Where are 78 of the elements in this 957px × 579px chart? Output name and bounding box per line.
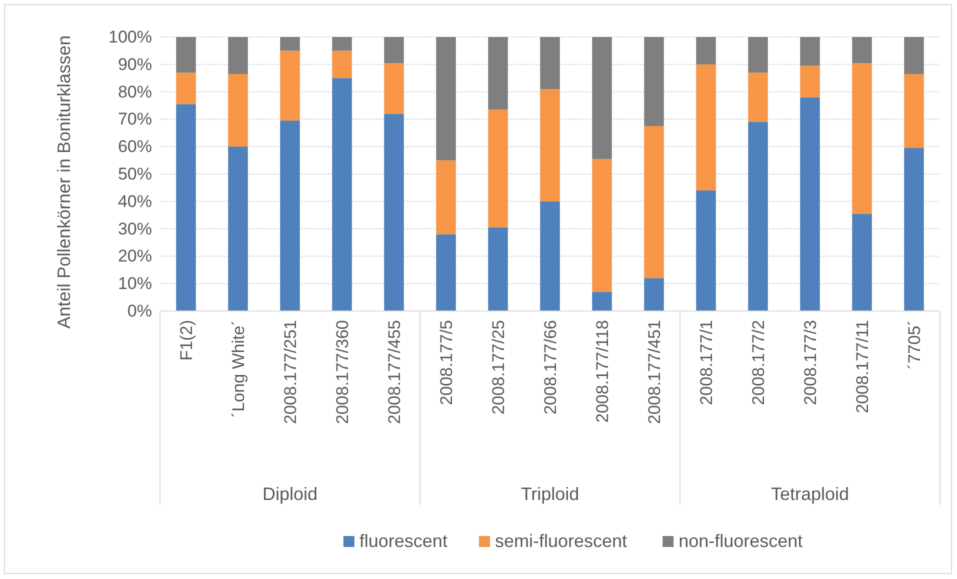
- x-tick-label: 2008.177/451: [645, 320, 664, 424]
- bar: [904, 74, 924, 148]
- y-tick-label: 60%: [118, 137, 152, 156]
- y-tick-label: 40%: [118, 192, 152, 211]
- bar: [800, 37, 820, 66]
- bar: [852, 63, 872, 214]
- bar: [280, 120, 300, 311]
- bar: [228, 74, 248, 147]
- bar: [176, 72, 196, 104]
- bar: [540, 201, 560, 311]
- text: Diploid: [262, 484, 318, 504]
- y-tick-label: 100%: [108, 27, 152, 46]
- x-tick-label: 2008.177/11: [853, 320, 872, 414]
- bar: [280, 37, 300, 51]
- x-tick-label: 2008.177/66: [541, 320, 560, 415]
- y-axis-title: Anteil Pollenkörner in Boniturklassen: [54, 35, 74, 329]
- bar: [384, 114, 404, 311]
- bar: [488, 110, 508, 228]
- bar: [488, 37, 508, 110]
- bar: [800, 66, 820, 98]
- x-tick-label: 2008.177/3: [801, 320, 820, 406]
- bar: [436, 234, 456, 311]
- bar: [280, 50, 300, 121]
- bar: [592, 158, 612, 292]
- bar: [384, 37, 404, 64]
- bar: [228, 146, 248, 311]
- bar: [436, 160, 456, 234]
- y-tick-label: 50%: [118, 164, 152, 184]
- bar: [696, 37, 716, 64]
- legend-label: semi-fluorescent: [495, 531, 628, 551]
- x-tick-label: 2008.177/455: [385, 320, 404, 424]
- x-tick-label: ´7705´: [905, 320, 924, 370]
- bar: [592, 292, 612, 311]
- x-tick-label: 2008.177/360: [333, 320, 352, 424]
- bar: [592, 37, 612, 159]
- bar: [852, 37, 872, 64]
- text: Triploid: [520, 484, 580, 504]
- legend-label: fluorescent: [359, 531, 448, 551]
- bar: [176, 37, 196, 73]
- bar: [852, 214, 872, 311]
- x-tick-label: 2008.177/2: [749, 320, 768, 406]
- bar: [332, 50, 352, 78]
- bar: [384, 63, 404, 114]
- y-tick-label: 80%: [118, 82, 152, 102]
- bar: [540, 89, 560, 202]
- x-tick-label: 2008.177/1: [697, 320, 716, 406]
- y-tick-label: 90%: [118, 54, 152, 74]
- bar: [540, 37, 560, 90]
- bar: [800, 97, 820, 311]
- bar: [748, 72, 768, 122]
- x-tick-label: F1(2): [177, 320, 196, 361]
- bar: [176, 104, 196, 311]
- x-tick-label: 2008.177/251: [281, 320, 300, 424]
- y-tick-label: 10%: [118, 274, 152, 294]
- bar: [644, 126, 664, 278]
- bar: [748, 122, 768, 311]
- bar: [696, 190, 716, 311]
- x-tick-label: 2008.177/5: [437, 320, 456, 406]
- y-tick-label: 70%: [118, 110, 152, 129]
- bar: [488, 227, 508, 311]
- bar: [644, 278, 664, 311]
- y-tick-label: 30%: [118, 219, 152, 238]
- x-tick-label: ´Long White´: [229, 320, 248, 418]
- bar: [904, 148, 924, 311]
- y-tick-label: 20%: [118, 246, 152, 266]
- bar: [696, 64, 716, 190]
- bar: [332, 37, 352, 51]
- text: Tetraploid: [770, 484, 850, 504]
- bar: [904, 37, 924, 74]
- bar: [228, 37, 248, 74]
- x-tick-label: 2008.177/25: [489, 320, 508, 415]
- bar: [748, 37, 768, 73]
- legend-label: non-fluorescent: [678, 531, 803, 551]
- bar: [644, 37, 664, 126]
- x-tick-label: 2008.177/118: [593, 320, 612, 423]
- bar: [436, 37, 456, 160]
- y-tick-label: 0%: [127, 301, 152, 320]
- bar: [332, 78, 352, 311]
